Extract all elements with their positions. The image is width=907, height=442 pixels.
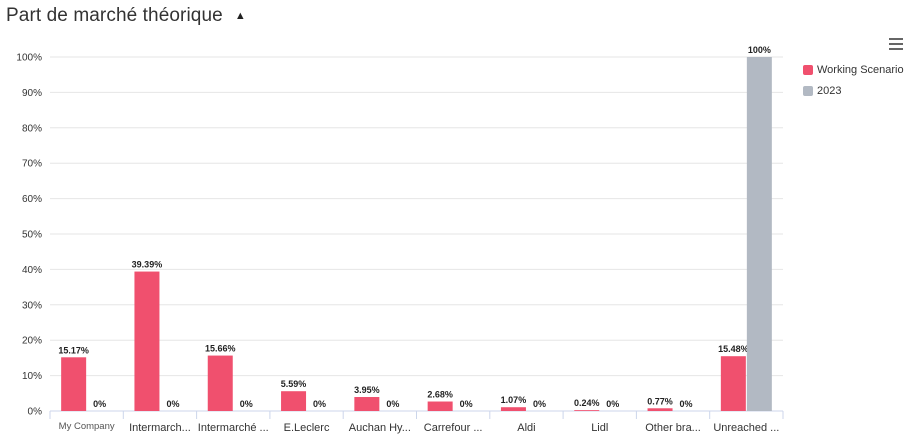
bar-working-scenario[interactable] [134, 271, 160, 411]
y-tick-label: 100% [16, 53, 42, 64]
data-label: 5.59% [281, 379, 307, 389]
data-label: 2.68% [427, 390, 453, 400]
x-tick-label: Unreached ... [713, 422, 779, 434]
y-tick-label: 70% [22, 159, 42, 170]
x-tick-label: Auchan Hy... [349, 422, 411, 434]
data-label: 0% [680, 399, 693, 409]
bar-working-scenario[interactable] [281, 391, 307, 411]
x-tick-label: Carrefour ... [424, 422, 483, 434]
bar-chart: 0% 10% 20% 30% 40% 50% 60% 70% 80% 90% 100% My Comp… [16, 45, 784, 434]
bar-2023[interactable] [746, 57, 772, 411]
chart-title: Part de marché théorique [6, 5, 223, 26]
bar-working-scenario[interactable] [427, 401, 453, 411]
bar-working-scenario[interactable] [647, 408, 673, 411]
data-label: 15.48% [718, 344, 749, 354]
x-tick-label: Intermarch... [129, 422, 191, 434]
data-label: 0% [606, 399, 619, 409]
y-tick-label: 80% [22, 123, 42, 134]
y-tick-label: 40% [22, 265, 42, 276]
y-tick-label: 60% [22, 194, 42, 205]
data-label: 0% [166, 399, 179, 409]
data-label: 1.07% [501, 395, 527, 405]
data-label: 100% [748, 45, 771, 55]
legend-swatch-working-scenario [803, 65, 813, 75]
x-tick-label: Other bra... [645, 422, 701, 434]
bar-working-scenario[interactable] [61, 357, 87, 411]
x-tick-label: E.Leclerc [284, 422, 330, 434]
y-tick-label: 90% [22, 88, 42, 99]
y-tick-label: 30% [22, 300, 42, 311]
data-label: 15.17% [58, 345, 89, 355]
data-label: 0% [460, 399, 473, 409]
legend-label-2023: 2023 [817, 85, 842, 97]
chart-menu-icon[interactable] [889, 38, 903, 50]
data-label: 0.24% [574, 398, 600, 408]
y-tick-label: 50% [22, 230, 42, 241]
data-label: 0.77% [647, 396, 673, 406]
data-label: 15.66% [205, 344, 236, 354]
bar-working-scenario[interactable] [720, 356, 746, 411]
bar-working-scenario[interactable] [354, 397, 380, 411]
data-label: 3.95% [354, 385, 380, 395]
x-tick-label: Aldi [517, 422, 535, 434]
y-tick-label: 10% [22, 371, 42, 382]
data-label: 0% [533, 399, 546, 409]
x-tick-label: My Company [59, 421, 115, 432]
x-tick-label: Intermarché ... [198, 422, 269, 434]
legend-item-working-scenario[interactable]: Working Scenario [803, 62, 904, 78]
x-tick-label: Lidl [591, 422, 608, 434]
legend-label-working-scenario: Working Scenario [817, 64, 904, 76]
y-tick-label: 20% [22, 336, 42, 347]
data-label: 0% [313, 399, 326, 409]
legend-item-2023[interactable]: 2023 [803, 83, 904, 99]
bar-working-scenario[interactable] [500, 407, 526, 411]
legend-swatch-2023 [803, 86, 813, 96]
data-label: 39.39% [132, 260, 163, 270]
chart-legend: Working Scenario 2023 [803, 62, 904, 104]
collapse-caret-icon[interactable]: ▲ [234, 10, 246, 22]
bar-working-scenario[interactable] [207, 355, 233, 411]
data-label: 0% [386, 399, 399, 409]
data-label: 0% [93, 399, 106, 409]
chart-header: Part de marché théorique ▲ [6, 2, 246, 30]
data-label: 0% [240, 399, 253, 409]
y-tick-label: 0% [28, 407, 43, 418]
bar-working-scenario[interactable] [574, 410, 600, 411]
